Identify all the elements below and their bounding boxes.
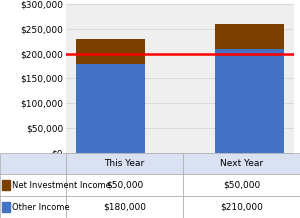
Text: $180,000: $180,000	[103, 203, 146, 212]
Bar	[2, 181, 10, 190]
Bar	[66, 174, 183, 196]
Bar	[214, 49, 284, 153]
Bar	[183, 174, 300, 196]
Bar	[2, 202, 10, 212]
Bar	[214, 24, 284, 49]
Bar	[66, 196, 183, 218]
Text: $50,000: $50,000	[106, 181, 143, 190]
Bar	[76, 39, 146, 64]
Text: Other Income: Other Income	[12, 203, 70, 212]
Bar	[183, 196, 300, 218]
Text: This Year: This Year	[104, 159, 145, 168]
Bar	[0, 196, 66, 218]
Text: Next Year: Next Year	[220, 159, 263, 168]
Bar	[183, 153, 300, 174]
Bar	[66, 153, 183, 174]
Text: Net Investment Income: Net Investment Income	[12, 181, 111, 190]
Bar	[0, 174, 66, 196]
Text: $50,000: $50,000	[223, 181, 260, 190]
Bar	[0, 153, 66, 174]
Text: $210,000: $210,000	[220, 203, 263, 212]
Bar	[76, 64, 146, 153]
